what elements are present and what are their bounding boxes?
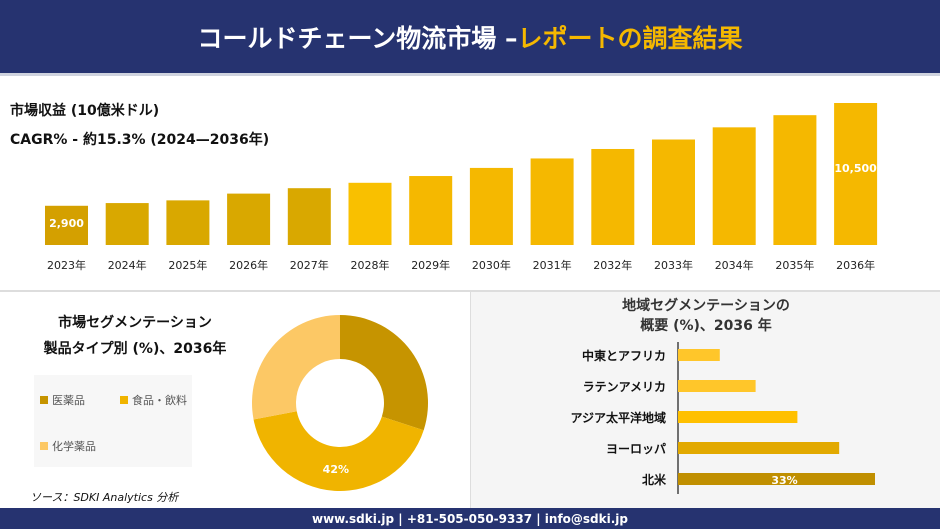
- data-label: 42%: [323, 463, 349, 476]
- legend-item: 化学薬品: [40, 438, 96, 454]
- bar-ラテンアメリカ: [678, 380, 756, 392]
- cagr-label: CAGR% - 約15.3% (2024—2036年): [10, 132, 270, 148]
- bar-北米: [678, 473, 875, 485]
- y-tick-label: ヨーロッパ: [606, 442, 666, 456]
- data-label: 33%: [771, 474, 797, 487]
- x-tick-label: 2027年: [290, 258, 329, 272]
- slice-化学薬品: [252, 315, 340, 420]
- bar-2028年: [348, 182, 392, 245]
- region-title-line1: 地域セグメンテーションの: [622, 298, 790, 314]
- title-accent: レポートの調査結果: [517, 23, 743, 53]
- title-main: コールドチェーン物流市場 –: [197, 23, 518, 53]
- source-note: ソース：SDKI Analytics 分析: [30, 491, 179, 504]
- y-tick-label: アジア太平洋地域: [570, 410, 666, 425]
- region-title-line2: 概要 (%)、2036 年: [640, 318, 772, 334]
- legend-item: 食品・飲料: [120, 392, 187, 408]
- segment-title-line2: 製品タイプ別 (%)、2036年: [43, 341, 227, 357]
- x-tick-label: 2025年: [168, 258, 207, 272]
- bar-2034年: [712, 127, 756, 245]
- x-tick-label: 2032年: [593, 258, 632, 272]
- bar-2031年: [530, 158, 574, 245]
- x-tick-label: 2024年: [108, 258, 147, 272]
- bar-2033年: [652, 139, 695, 245]
- x-tick-label: 2036年: [836, 258, 875, 272]
- legend-item: 医薬品: [40, 392, 85, 408]
- segment-title-line1: 市場セグメンテーション: [58, 315, 212, 331]
- data-label: 2,900: [49, 217, 84, 230]
- x-tick-label: 2026年: [229, 258, 268, 272]
- bar-2025年: [166, 200, 210, 245]
- bar-2024年: [105, 203, 149, 245]
- divider: [0, 290, 940, 292]
- page-header: コールドチェーン物流市場 – レポートの調査結果: [0, 0, 940, 73]
- y-tick-label: 中東とアフリカ: [582, 348, 666, 363]
- bar-アジア太平洋地域: [678, 411, 798, 423]
- region-panel: 地域セグメンテーションの 概要 (%)、2036 年 中東とアフリカ ラテンアメリ…: [470, 292, 940, 508]
- product-type-donut: 42%: [252, 315, 428, 492]
- bar-中東とアフリカ: [678, 349, 720, 361]
- x-tick-label: 2033年: [654, 258, 693, 272]
- bar-2036年: [834, 103, 878, 245]
- donut-legend: 医薬品 食品・飲料 化学薬品: [34, 375, 192, 467]
- bar-2032年: [591, 148, 635, 245]
- bar-2029年: [409, 176, 453, 245]
- revenue-bar-chart: 2023年 2,900 2024年 2025年 2026年 2027年 2028年 2029年…: [45, 103, 878, 272]
- footer-contact: www.sdki.jp | +81-505-050-9337 | info@sd…: [0, 508, 940, 529]
- y-tick-label: 北米: [642, 472, 667, 487]
- x-tick-label: 2034年: [715, 258, 754, 272]
- bar-ヨーロッパ: [678, 442, 840, 454]
- x-tick-label: 2028年: [351, 258, 390, 272]
- y-tick-label: ラテンアメリカ: [583, 380, 666, 394]
- data-label: 10,500: [834, 162, 877, 175]
- x-tick-label: 2031年: [533, 258, 572, 272]
- bar-2030年: [469, 167, 513, 245]
- x-tick-label: 2029年: [411, 258, 450, 272]
- divider: [0, 73, 940, 76]
- x-tick-label: 2035年: [775, 258, 814, 272]
- x-tick-label: 2030年: [472, 258, 511, 272]
- slice-医薬品: [340, 315, 428, 431]
- bar-2023年: [45, 205, 88, 245]
- revenue-label: 市場収益 (10億米ドル): [10, 103, 160, 119]
- bar-2027年: [287, 188, 331, 245]
- bar-2035年: [773, 115, 817, 245]
- bar-2026年: [227, 193, 271, 245]
- slice-食品・飲料: [253, 411, 424, 492]
- x-tick-label: 2023年: [47, 258, 86, 272]
